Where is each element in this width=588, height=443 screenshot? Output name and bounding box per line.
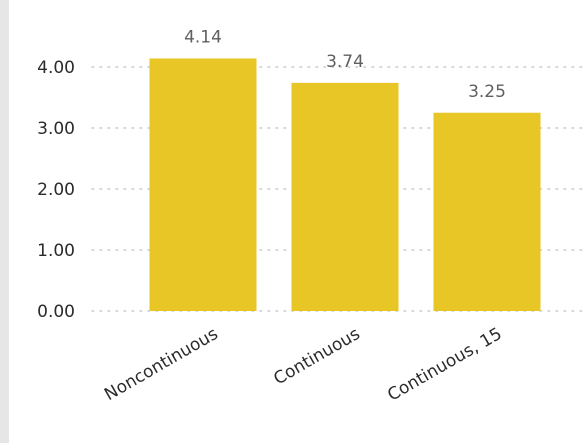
x-category-label: Continuous	[270, 324, 363, 389]
bar[interactable]	[149, 58, 257, 312]
panel-border	[0, 0, 9, 443]
y-tick-label: 1.00	[37, 241, 75, 261]
y-tick-label: 2.00	[37, 180, 75, 200]
x-category-label: Continuous, 15	[384, 324, 505, 406]
data-label: 3.74	[326, 52, 364, 72]
y-tick-label: 0.00	[37, 302, 75, 322]
y-tick-label: 3.00	[37, 119, 75, 139]
x-category-label: Noncontinuous	[101, 324, 221, 405]
bar[interactable]	[433, 112, 541, 311]
data-label: 3.25	[468, 82, 506, 102]
y-tick-label: 4.00	[37, 58, 75, 78]
bar[interactable]	[291, 82, 399, 311]
data-label: 4.14	[184, 27, 222, 47]
